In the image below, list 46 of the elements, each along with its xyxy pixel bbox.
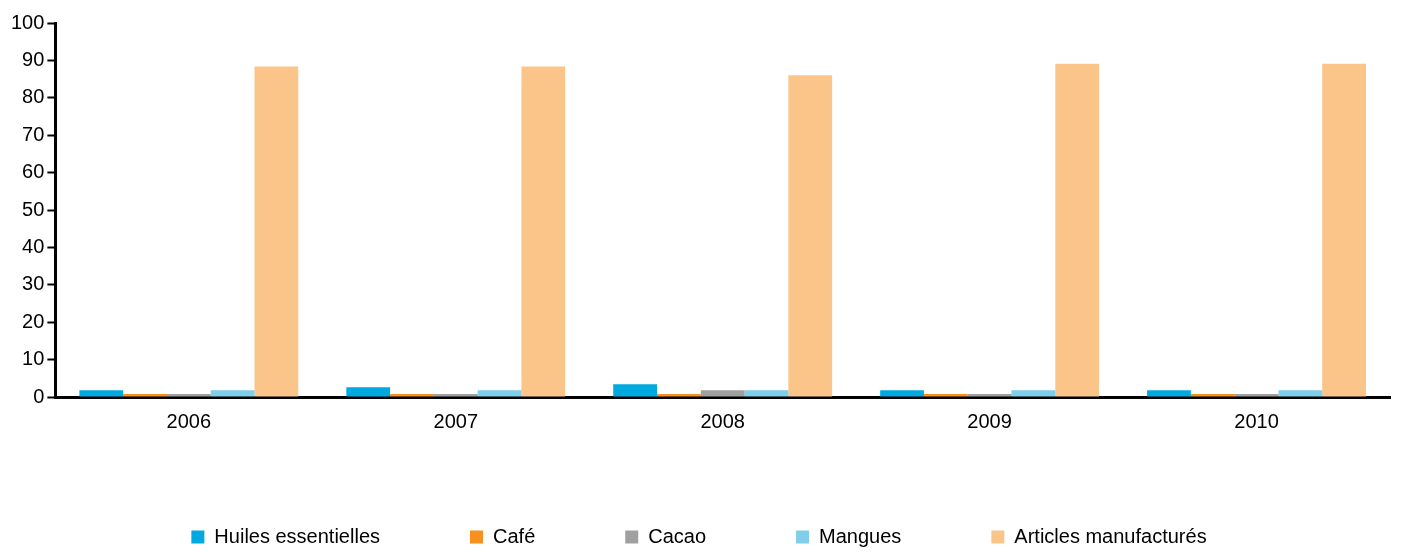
bar (346, 387, 391, 397)
x-tick-label: 2009 (967, 409, 1012, 432)
bar (1011, 390, 1056, 397)
bar (521, 66, 566, 397)
y-tick-label: 0 (33, 384, 45, 407)
bar (390, 394, 434, 397)
y-tick-label: 10 (22, 347, 45, 370)
y-tick-label: 60 (22, 160, 45, 183)
bar (166, 394, 211, 397)
y-tick-label: 40 (22, 234, 45, 257)
x-tick-label: 2006 (166, 409, 212, 432)
bar (1147, 390, 1191, 397)
y-tick-label: 50 (22, 197, 45, 220)
bar (1322, 63, 1366, 397)
y-tick-label: 90 (22, 47, 45, 70)
legend-label: Cacao (648, 524, 707, 547)
bar (433, 394, 478, 397)
bar (1278, 390, 1323, 397)
bar (123, 394, 167, 397)
x-tick-label: 2008 (700, 409, 745, 432)
bar (1055, 63, 1100, 397)
legend-label: Café (493, 524, 536, 547)
legend-label: Articles manufacturés (1014, 524, 1207, 547)
y-tick-label: 80 (22, 85, 45, 108)
bar (967, 394, 1012, 397)
legend-label: Huiles essentielles (214, 524, 381, 547)
bar (210, 390, 255, 397)
y-tick-label: 70 (22, 122, 45, 145)
y-tick-label: 20 (22, 309, 45, 332)
x-tick-label: 2010 (1234, 409, 1279, 432)
bar (788, 75, 833, 397)
bar (744, 390, 789, 397)
y-tick-label: 30 (22, 272, 45, 295)
bar (477, 390, 522, 397)
bar (613, 384, 658, 397)
bar (1234, 394, 1279, 397)
bar (700, 390, 745, 397)
bar (254, 66, 299, 397)
bar (1190, 394, 1235, 397)
bar (657, 394, 701, 397)
legend-label: Mangues (819, 524, 902, 547)
x-tick-label: 2007 (433, 409, 479, 432)
bar (79, 390, 124, 397)
bar (923, 394, 968, 397)
y-tick-label: 100 (10, 10, 45, 33)
bar (880, 390, 924, 397)
